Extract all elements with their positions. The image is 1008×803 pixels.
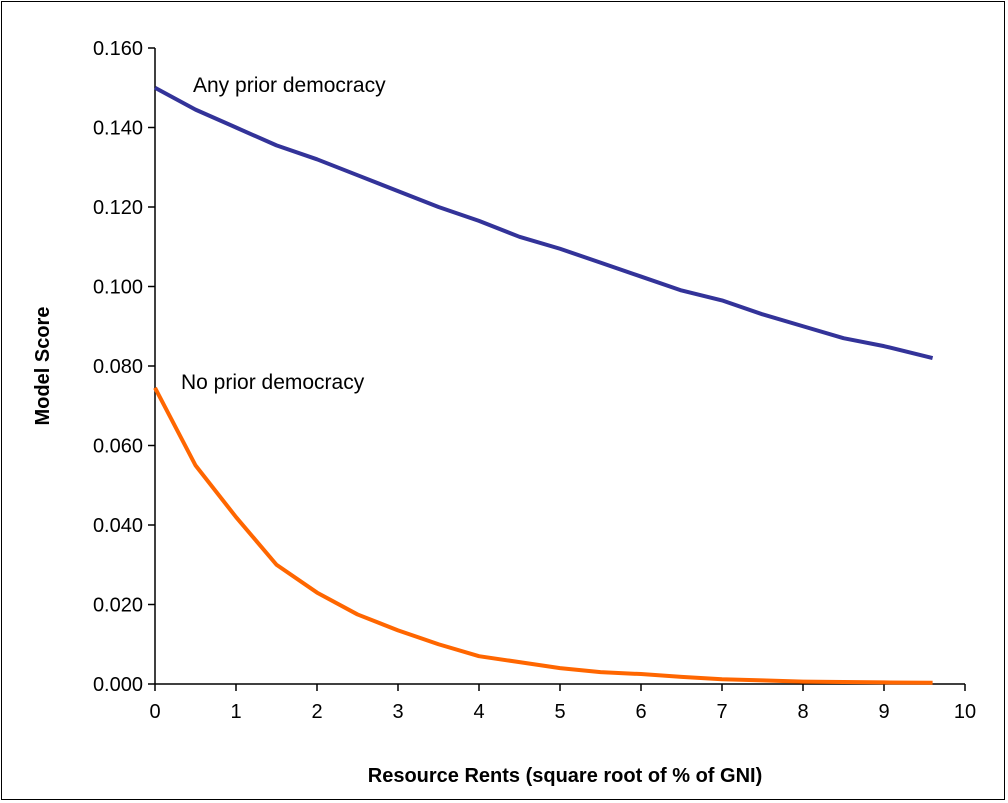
x-tick-label: 1	[230, 701, 241, 723]
annotation-no-prior-democracy: No prior democracy	[181, 371, 365, 394]
y-tick-label: 0.000	[93, 674, 143, 696]
y-tick-label: 0.120	[93, 197, 143, 219]
y-tick-group: 0.000 0.020 0.040 0.060 0.080 0.100 0.120 0.140…	[93, 38, 155, 696]
x-tick-label: 7	[716, 701, 727, 723]
annotation-group: Any prior democracy No prior democracy	[181, 74, 386, 394]
series-group	[153, 85, 934, 685]
x-tick-label: 9	[878, 701, 889, 723]
y-tick-label: 0.100	[93, 277, 143, 299]
y-tick-label: 0.040	[93, 515, 143, 537]
annotation-any-prior-democracy: Any prior democracy	[193, 74, 386, 97]
y-tick-label: 0.080	[93, 356, 143, 378]
x-axis-title: Resource Rents (square root of % of GNI)	[368, 765, 763, 787]
y-tick-label: 0.140	[93, 118, 143, 140]
x-tick-label: 10	[954, 701, 976, 723]
x-tick-label: 3	[392, 701, 403, 723]
series-line-no-prior-democracy	[153, 386, 933, 685]
x-tick-group: 0 1 2 3 4 5 6 7 8 9 10	[149, 684, 976, 723]
series-line-any-prior-democracy	[154, 85, 934, 360]
y-tick-label: 0.160	[93, 38, 143, 60]
y-axis-title: Model Score	[32, 307, 54, 426]
x-tick-label: 0	[149, 701, 160, 723]
x-tick-label: 4	[473, 701, 484, 723]
x-tick-label: 5	[554, 701, 565, 723]
x-tick-label: 8	[797, 701, 808, 723]
x-tick-label: 2	[311, 701, 322, 723]
x-tick-label: 6	[635, 701, 646, 723]
y-tick-label: 0.020	[93, 595, 143, 617]
y-tick-label: 0.060	[93, 436, 143, 458]
